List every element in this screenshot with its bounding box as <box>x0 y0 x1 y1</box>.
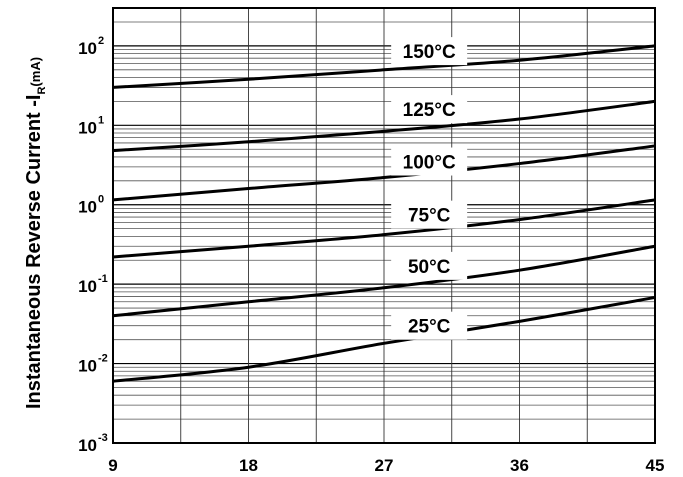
y-tick-label: 10 <box>78 436 97 455</box>
series-label-bg-125C <box>391 95 468 124</box>
series-line-100C <box>112 144 656 202</box>
x-tick-label: 27 <box>375 456 394 475</box>
x-tick-label: 18 <box>239 456 258 475</box>
series-line-125C <box>112 99 656 153</box>
series-line-75C <box>112 198 656 259</box>
series-label-bg-150C <box>391 37 468 66</box>
y-tick-exponent: -1 <box>98 273 108 285</box>
x-tick-label: 45 <box>646 456 665 475</box>
series-label-bg-75C <box>391 200 468 229</box>
y-tick-exponent: -2 <box>98 353 108 365</box>
y-tick-label: 10 <box>78 277 97 296</box>
series-label-bg-100C <box>391 147 468 176</box>
series-line-150C <box>112 44 656 89</box>
y-tick-label: 10 <box>78 118 97 137</box>
series-label-bg-50C <box>391 251 468 280</box>
series-label-150C: 150°C <box>403 42 456 63</box>
series-label-25C: 25°C <box>408 317 451 338</box>
x-tick-labels: 9 18 27 36 45 <box>108 456 664 475</box>
series-label-125C: 125°C <box>403 100 456 121</box>
y-tick-exponent: 2 <box>98 35 104 47</box>
series-curves <box>112 44 656 383</box>
y-axis-label-main: Instantaneous Reverse Current -I <box>23 95 45 410</box>
series-line-25C <box>112 295 656 383</box>
y-tick-label: 10 <box>78 39 97 58</box>
y-axis-label-unit: (mA) <box>28 57 43 87</box>
y-axis-label-subscript: R <box>36 87 48 95</box>
y-tick-label: 10 <box>78 198 97 217</box>
x-tick-label: 36 <box>510 456 529 475</box>
y-tick-exponent: -3 <box>98 432 108 444</box>
plot-frame <box>112 7 656 444</box>
series-labels: 150°C 125°C 100°C 75°C 50°C 25°C <box>391 37 468 340</box>
y-tick-exponent: 0 <box>98 194 104 206</box>
grid-lines <box>112 7 656 444</box>
series-label-bg-25C <box>391 311 468 340</box>
series-label-75C: 75°C <box>408 206 451 227</box>
series-label-100C: 100°C <box>403 153 456 174</box>
x-tick-label: 9 <box>108 456 117 475</box>
y-tick-exponent: 1 <box>98 114 104 126</box>
series-label-50C: 50°C <box>408 257 451 278</box>
y-axis-label: Instantaneous Reverse Current -IR(mA) <box>23 57 48 409</box>
y-tick-label: 10 <box>78 357 97 376</box>
series-line-50C <box>112 244 656 318</box>
